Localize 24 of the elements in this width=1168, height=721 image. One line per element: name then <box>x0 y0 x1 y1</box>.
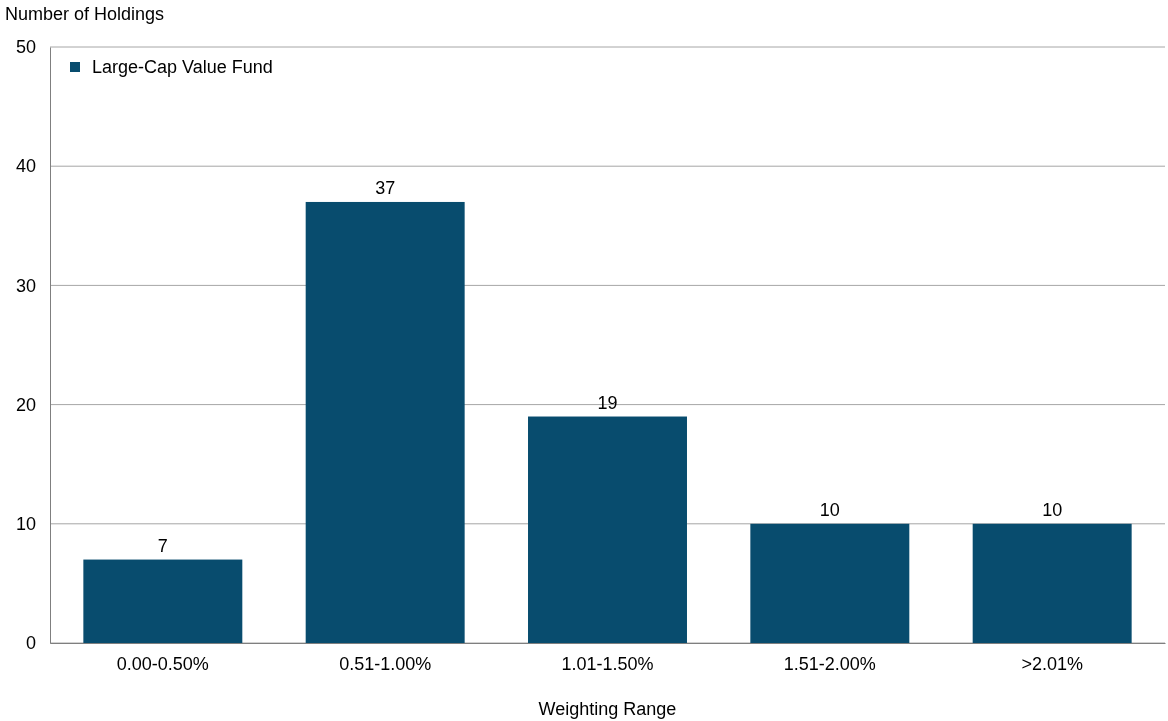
y-tick-label: 0 <box>25 633 36 654</box>
y-tick-label: 40 <box>15 156 36 177</box>
y-tick-label: 10 <box>15 514 36 535</box>
bar <box>750 523 910 643</box>
bar <box>528 416 687 643</box>
legend-label: Large-Cap Value Fund <box>92 57 273 77</box>
x-tick-label: 0.00-0.50% <box>116 653 209 674</box>
data-label: 10 <box>1042 499 1063 520</box>
x-tick-label: 1.01-1.50% <box>561 653 654 674</box>
bar <box>972 523 1132 643</box>
y-axis-title: Number of Holdings <box>5 4 165 24</box>
bar <box>83 559 243 643</box>
data-label: 37 <box>375 177 396 198</box>
data-label: 19 <box>597 392 618 413</box>
x-axis-title: Weighting Range <box>538 699 677 719</box>
x-tick-label: 0.51-1.00% <box>339 653 432 674</box>
y-tick-label: 50 <box>15 37 36 58</box>
bar <box>305 201 465 643</box>
y-tick-label: 30 <box>15 275 36 296</box>
x-tick-label: >2.01% <box>1021 653 1083 674</box>
data-label: 7 <box>157 535 168 556</box>
y-tick-label: 20 <box>15 394 36 415</box>
x-tick-label: 1.51-2.00% <box>783 653 876 674</box>
data-label: 10 <box>819 499 840 520</box>
